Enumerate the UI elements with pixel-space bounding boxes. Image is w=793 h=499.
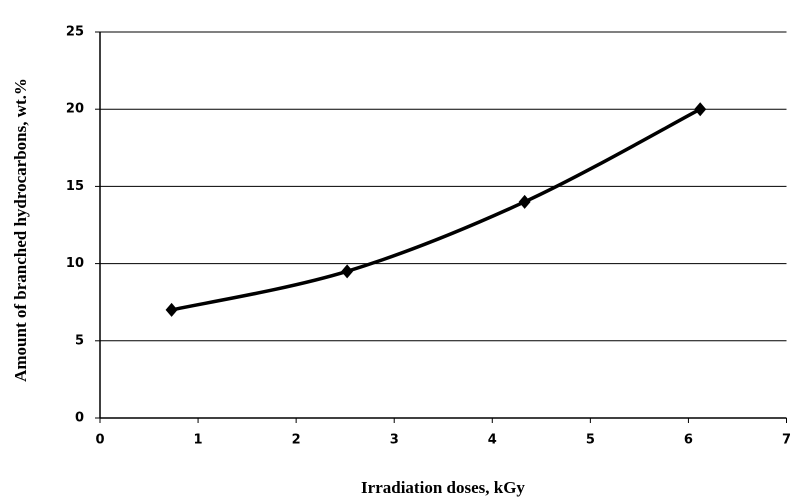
x-tick-label: 1 [194, 433, 203, 448]
marker [165, 302, 178, 317]
x-tick-label: 5 [586, 433, 595, 448]
x-tick-label: 3 [390, 433, 399, 448]
y-tick-label: 10 [66, 256, 84, 271]
y-tick-label: 5 [75, 333, 84, 348]
marker [694, 102, 707, 117]
y-tick-label: 25 [66, 25, 84, 40]
marker [341, 264, 354, 279]
x-tick-label: 6 [684, 433, 693, 448]
y-tick-label: 15 [66, 179, 84, 194]
x-tick-label: 0 [95, 433, 104, 448]
y-tick-label: 0 [75, 411, 84, 426]
x-tick-label: 7 [782, 433, 791, 448]
y-axis-title: Amount of branched hydrocarbons, wt.% [11, 78, 30, 382]
marker [518, 194, 531, 209]
data-line [171, 107, 702, 312]
y-tick-label: 20 [66, 102, 84, 117]
x-tick-label: 2 [292, 433, 301, 448]
x-axis-title: Irradiation doses, kGy [361, 478, 525, 497]
x-tick-label: 4 [488, 433, 497, 448]
